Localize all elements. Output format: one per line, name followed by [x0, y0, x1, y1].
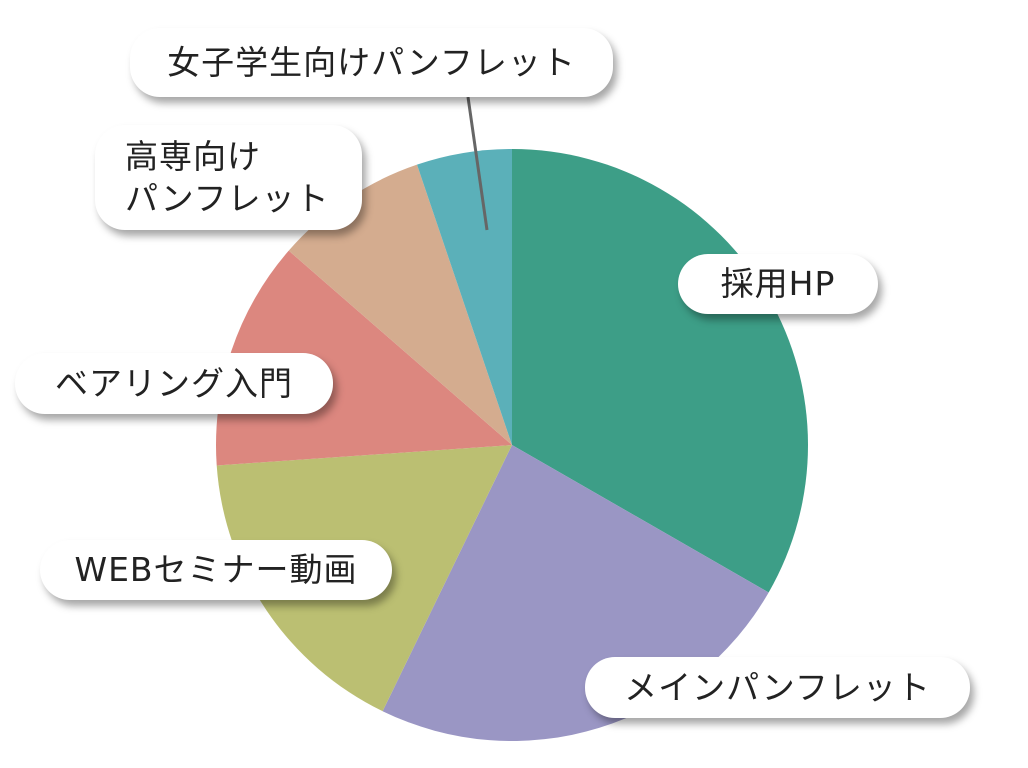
pie-slice: [288, 164, 512, 445]
slice-label: 高専向け パンフレット: [95, 125, 362, 230]
slice-label: WEBセミナー動画: [40, 540, 392, 600]
slice-label: 女子学生向けパンフレット: [130, 28, 613, 97]
slice-label: メインパンフレット: [585, 657, 970, 718]
slice-label: ベアリング入門: [15, 353, 333, 414]
slice-label: 採用HP: [678, 254, 878, 314]
pie: [216, 149, 809, 741]
pie-slice: [417, 149, 512, 445]
leader-line: [466, 96, 489, 231]
